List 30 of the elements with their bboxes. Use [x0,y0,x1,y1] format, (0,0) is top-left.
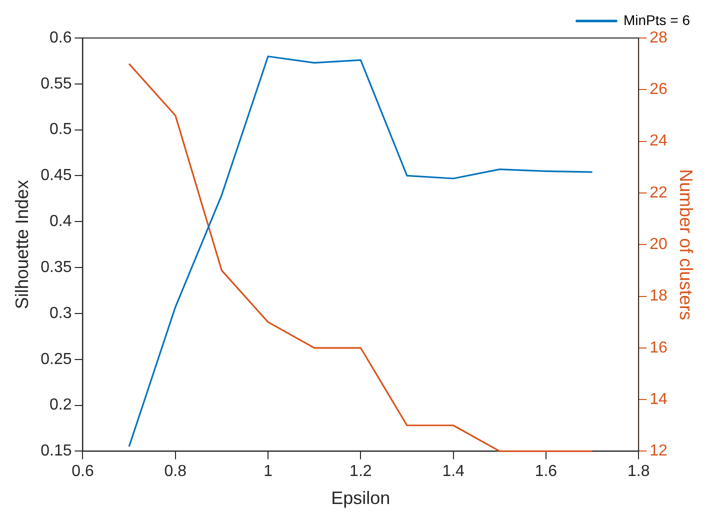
legend-label: MinPts = 6 [623,12,690,28]
y2-tick-label: 28 [650,29,668,46]
y-tick-label: 0.15 [40,442,72,460]
y2-tick-label: 22 [650,184,668,202]
x-tick-label: 0.6 [72,463,94,480]
x-tick-label: 1 [264,463,273,480]
y2-tick-label: 20 [650,236,668,254]
y-tick-label: 0.3 [49,304,72,322]
y-tick-label: 0.35 [40,258,72,276]
y2-axis-title: Number of clusters [676,169,696,320]
y-tick-label: 0.6 [49,29,72,46]
y-axis-title: Silhouette Index [12,180,32,310]
y-tick-label: 0.2 [49,396,72,414]
y2-tick-label: 18 [650,288,668,305]
x-axis-title: Epsilon [331,488,390,508]
x-tick-label: 1.4 [442,463,465,480]
y2-tick-label: 14 [650,390,668,408]
y-tick-label: 0.5 [49,121,72,138]
y-tick-label: 0.4 [49,213,72,230]
x-tick-label: 0.8 [164,463,187,480]
x-tick-label: 1.2 [350,463,372,480]
x-tick-label: 1.8 [627,463,650,480]
x-tick-label: 1.6 [534,463,558,480]
y-tick-label: 0.25 [40,350,72,368]
y-tick-label: 0.55 [40,75,72,92]
y2-tick-label: 26 [650,81,668,98]
y2-tick-label: 16 [650,339,668,356]
y2-tick-label: 24 [650,132,668,150]
y-tick-label: 0.45 [40,167,72,184]
y2-tick-label: 12 [650,442,668,460]
